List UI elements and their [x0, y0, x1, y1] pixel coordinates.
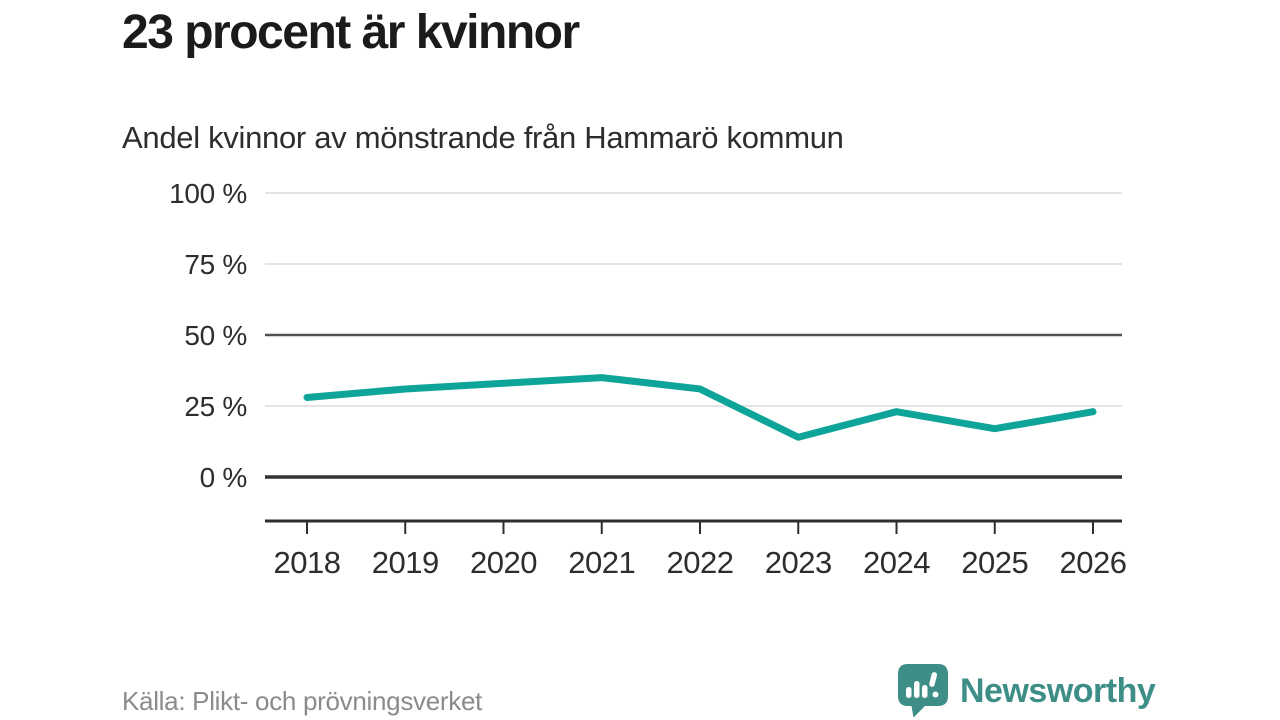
x-axis-label-2020: 2020	[470, 545, 537, 580]
x-axis-label-2022: 2022	[667, 545, 734, 580]
x-axis-label-2024: 2024	[863, 545, 930, 580]
x-axis-label-2021: 2021	[568, 545, 635, 580]
x-axis-label-2025: 2025	[961, 545, 1028, 580]
newsworthy-logo-icon	[898, 664, 948, 718]
line-chart: 0 % 25 % 50 % 75 % 100 % 2018 2019 2020 2021 2022…	[169, 178, 1127, 580]
y-axis-label-25: 25 %	[184, 391, 247, 422]
newsworthy-logo-text: Newsworthy	[960, 671, 1156, 710]
x-axis-label-2023: 2023	[765, 545, 832, 580]
x-axis-label-2026: 2026	[1060, 545, 1127, 580]
y-axis-label-50: 50 %	[184, 320, 247, 351]
trend-line-andel-kvinnor-procent	[303, 374, 1097, 441]
x-axis-label-2018: 2018	[274, 545, 341, 580]
x-axis-label-2019: 2019	[372, 545, 439, 580]
page-title: 23 procent är kvinnor	[122, 6, 580, 59]
y-axis-label-75: 75 %	[184, 249, 247, 280]
chart-subtitle: Andel kvinnor av mönstrande från Hammarö…	[122, 120, 844, 155]
source-caption: Källa: Plikt- och prövningsverket	[122, 686, 483, 716]
y-axis-label-0: 0 %	[200, 462, 247, 493]
newsworthy-logo: Newsworthy	[897, 663, 1156, 719]
y-axis-label-100: 100 %	[169, 178, 247, 209]
